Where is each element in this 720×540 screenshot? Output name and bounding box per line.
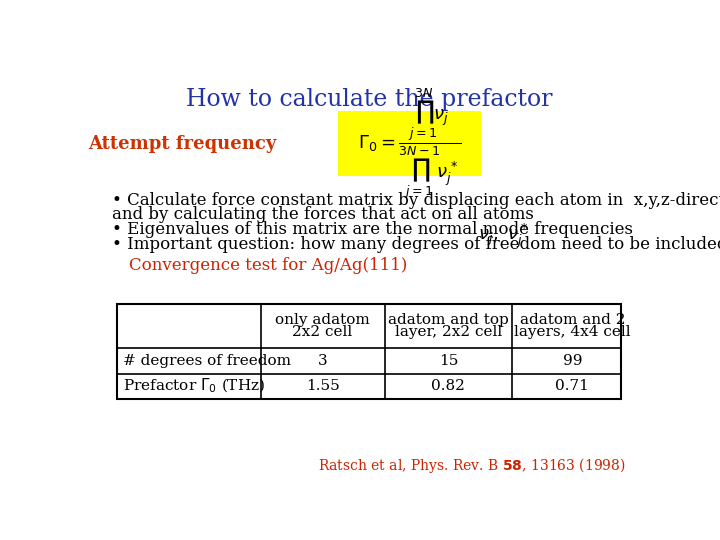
Text: • Important question: how many degrees of freedom need to be included?: • Important question: how many degrees o…	[112, 236, 720, 253]
Text: 0.82: 0.82	[431, 379, 465, 393]
Text: How to calculate the prefactor: How to calculate the prefactor	[186, 88, 552, 111]
Text: 1.55: 1.55	[305, 379, 339, 393]
Text: 0.71: 0.71	[556, 379, 590, 393]
Bar	[117, 303, 621, 399]
Text: $\nu_j,\ \nu_j^*$: $\nu_j,\ \nu_j^*$	[477, 222, 528, 250]
Text: 99: 99	[563, 354, 582, 368]
Text: Prefactor $\Gamma_0$ (THz): Prefactor $\Gamma_0$ (THz)	[123, 377, 266, 395]
Text: layers, 4x4 cell: layers, 4x4 cell	[514, 325, 631, 339]
Text: Attempt frequency: Attempt frequency	[88, 134, 276, 153]
Text: 15: 15	[438, 354, 458, 368]
Text: layer, 2x2 cell: layer, 2x2 cell	[395, 325, 502, 339]
Text: $\Gamma_0 = \dfrac{\prod_{j=1}^{3N}\! \nu_j}{\prod_{j=1}^{3N-1}\! \nu_j^*}$: $\Gamma_0 = \dfrac{\prod_{j=1}^{3N}\! \n…	[358, 86, 462, 201]
Text: adatom and 2: adatom and 2	[520, 313, 625, 327]
Text: only adatom: only adatom	[275, 313, 370, 327]
Text: 2x2 cell: 2x2 cell	[292, 325, 353, 339]
Bar	[338, 111, 482, 177]
Text: and by calculating the forces that act on all atoms: and by calculating the forces that act o…	[112, 206, 534, 222]
Text: 3: 3	[318, 354, 328, 368]
Text: # degrees of freedom: # degrees of freedom	[123, 354, 292, 368]
Text: Ratsch et al, Phys. Rev. B $\mathbf{58}$, 13163 (1998): Ratsch et al, Phys. Rev. B $\mathbf{58}$…	[318, 456, 626, 475]
Text: adatom and top: adatom and top	[388, 313, 509, 327]
Text: Convergence test for Ag/Ag(111): Convergence test for Ag/Ag(111)	[129, 257, 407, 274]
Text: • Calculate force constant matrix by displacing each atom in  x,y,z-direction,: • Calculate force constant matrix by dis…	[112, 192, 720, 209]
Text: • Eigenvalues of this matrix are the normal mode frequencies: • Eigenvalues of this matrix are the nor…	[112, 221, 638, 238]
